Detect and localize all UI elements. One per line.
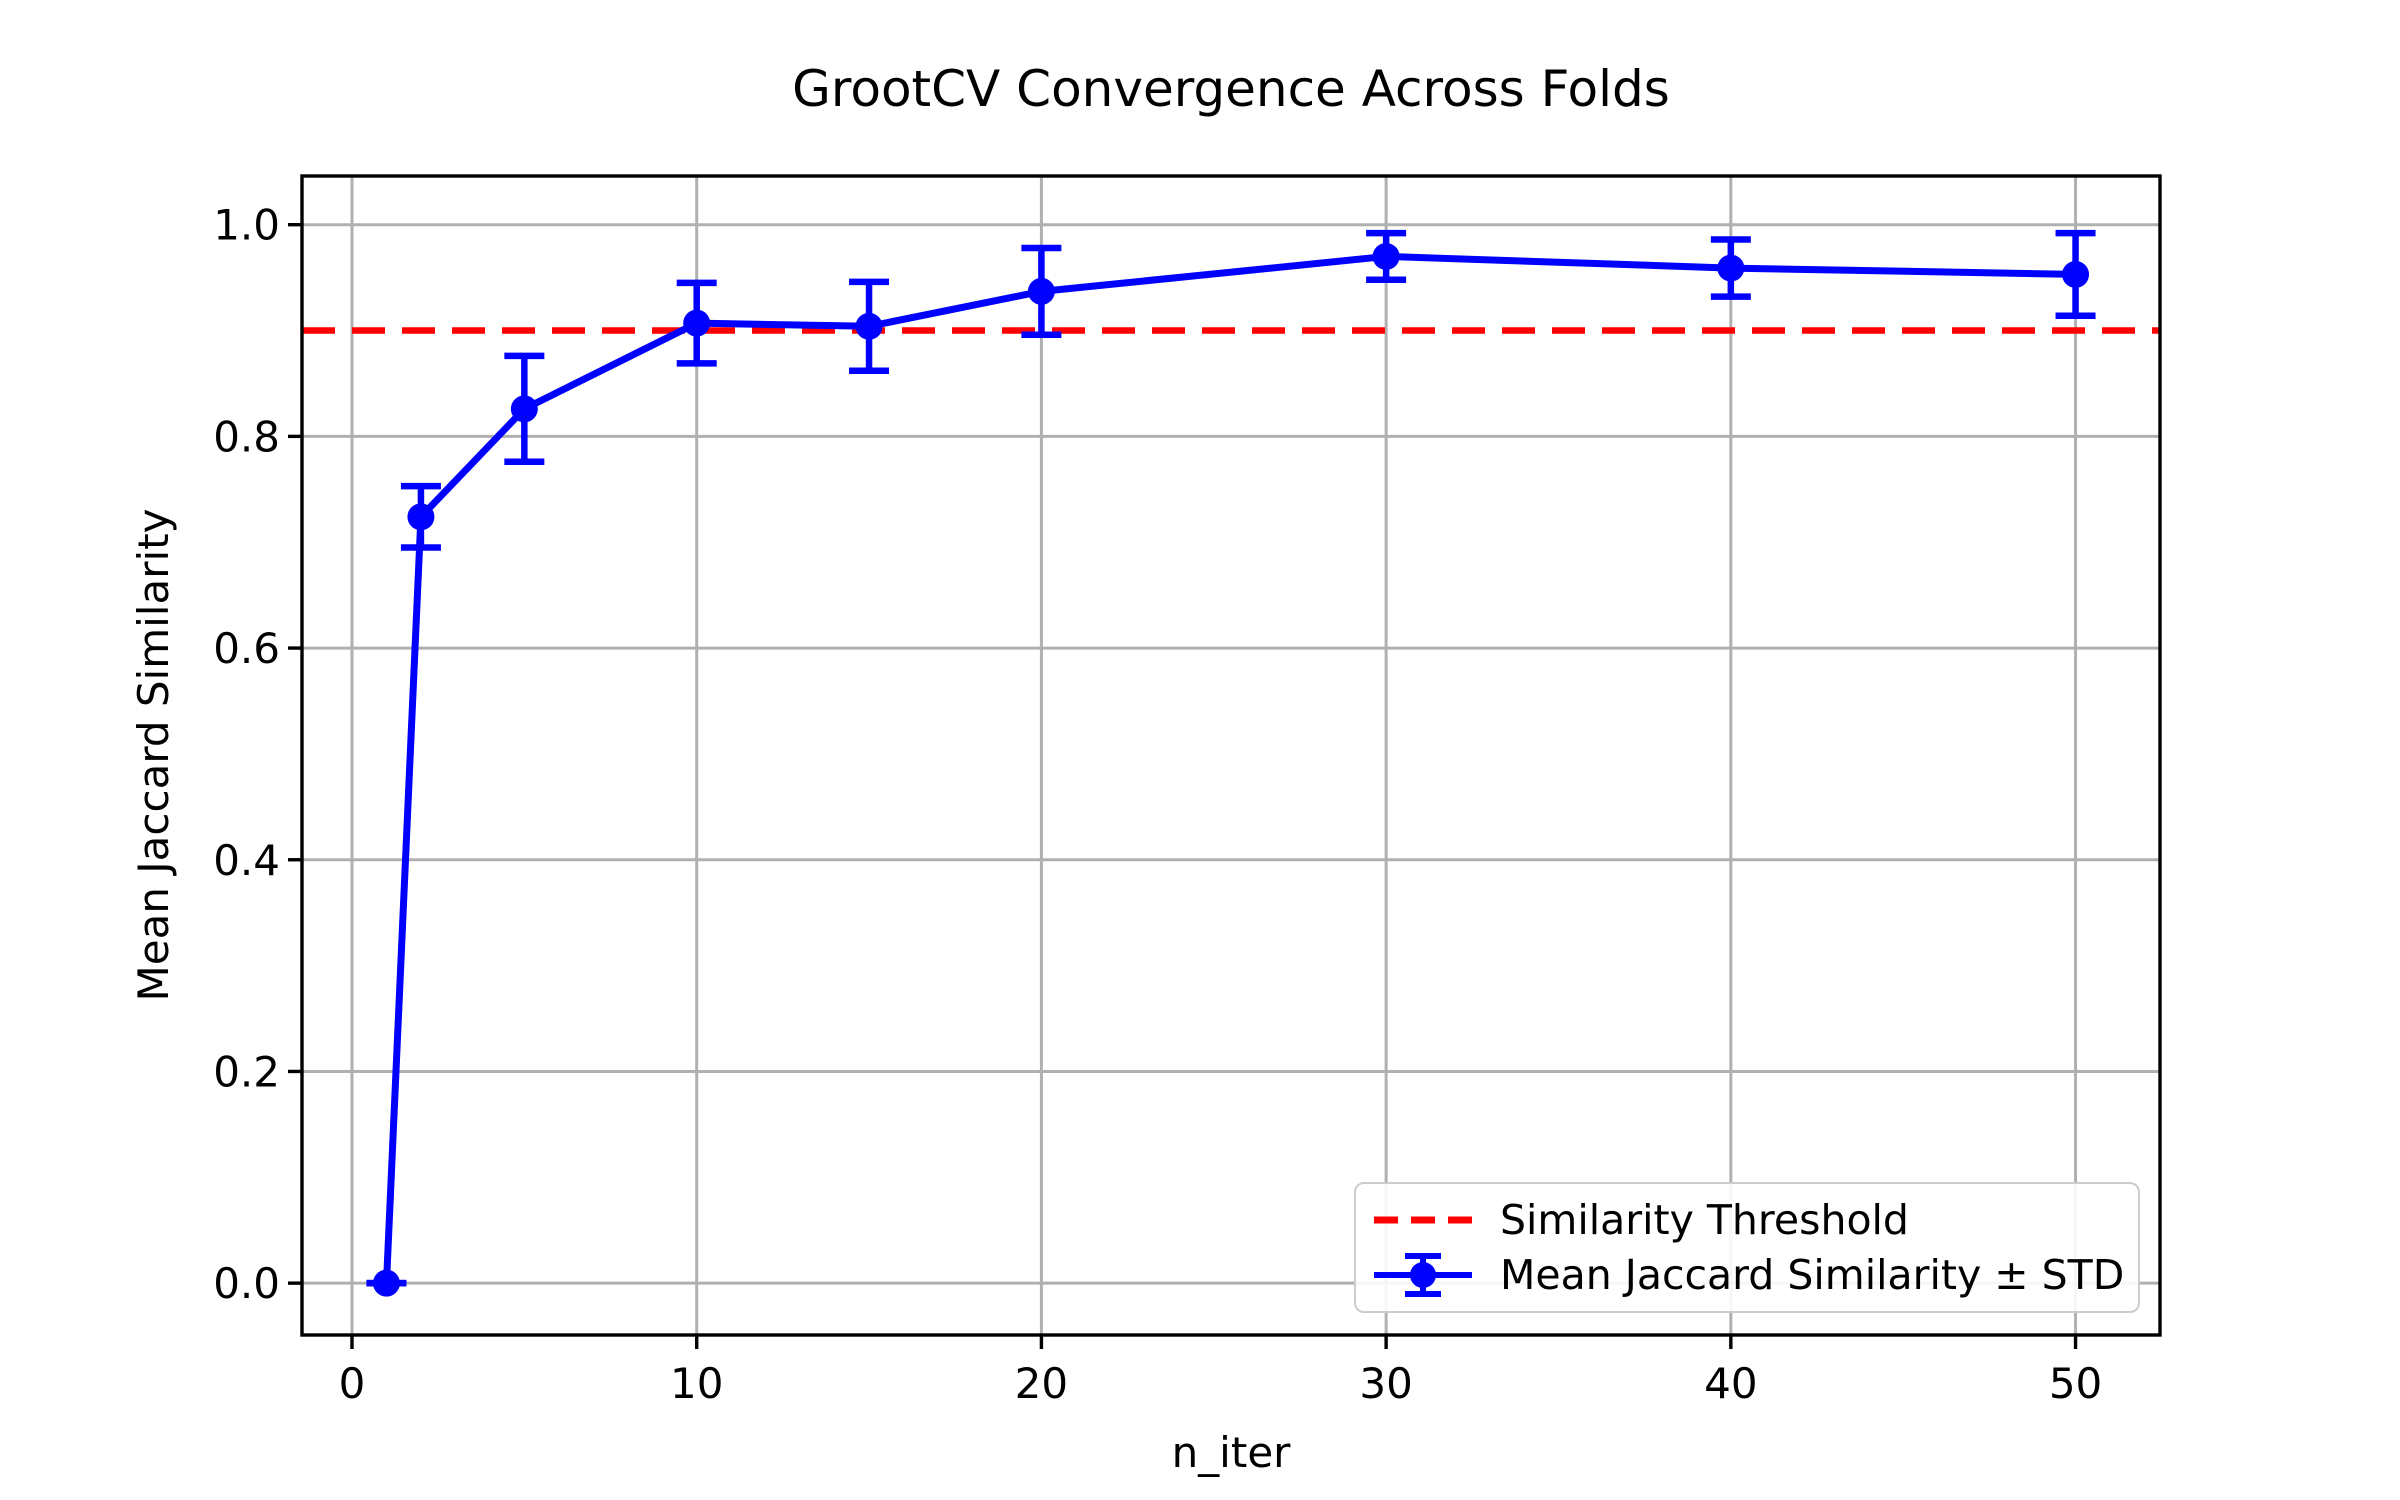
axis-ticks: 0 10 20 30 40 50 0.0 0.2 0.4 0.6 0.8 1.0 bbox=[213, 201, 2102, 1408]
dashed-line-icon bbox=[1374, 1216, 1472, 1224]
y-tick-label: 0.2 bbox=[213, 1047, 280, 1096]
y-tick-label: 0.0 bbox=[213, 1259, 280, 1308]
chart-title: GrootCV Convergence Across Folds bbox=[792, 60, 1670, 118]
x-tick-label: 50 bbox=[2049, 1359, 2102, 1408]
x-tick-label: 30 bbox=[1359, 1359, 1412, 1408]
grid-lines bbox=[302, 176, 2160, 1335]
y-axis-label: Mean Jaccard Similarity bbox=[129, 508, 178, 1002]
legend-label-series: Mean Jaccard Similarity ± STD bbox=[1500, 1251, 2125, 1300]
y-tick-label: 0.4 bbox=[213, 836, 280, 885]
data-point-marker bbox=[1372, 242, 1400, 270]
data-point-marker bbox=[855, 312, 883, 340]
x-tick-label: 40 bbox=[1704, 1359, 1757, 1408]
data-point-marker bbox=[1717, 254, 1745, 282]
data-point-marker bbox=[407, 503, 435, 531]
x-axis-label: n_iter bbox=[1171, 1428, 1291, 1477]
y-tick-label: 0.6 bbox=[213, 624, 280, 673]
y-tick-label: 0.8 bbox=[213, 412, 280, 461]
legend-item-threshold: Similarity Threshold bbox=[1374, 1196, 2120, 1244]
x-tick-label: 10 bbox=[670, 1359, 723, 1408]
x-tick-label: 20 bbox=[1015, 1359, 1068, 1408]
y-tick-label: 1.0 bbox=[213, 201, 280, 250]
data-point-marker bbox=[372, 1269, 400, 1297]
series-line bbox=[382, 252, 2076, 1284]
legend-box: Similarity Threshold Mean Jaccard Simila… bbox=[1354, 1182, 2140, 1313]
data-point-marker bbox=[2062, 260, 2090, 288]
data-point-marker bbox=[683, 309, 711, 337]
data-point-marker bbox=[1027, 277, 1055, 305]
legend-item-series: Mean Jaccard Similarity ± STD bbox=[1374, 1251, 2124, 1299]
x-tick-label: 0 bbox=[339, 1359, 366, 1408]
axes-spines bbox=[300, 174, 2162, 1337]
errorbar-marker-icon bbox=[1374, 1253, 1472, 1298]
data-point-marker bbox=[510, 395, 538, 423]
legend-label-threshold: Similarity Threshold bbox=[1500, 1195, 1909, 1244]
series-mean-jaccard bbox=[366, 229, 2096, 1297]
